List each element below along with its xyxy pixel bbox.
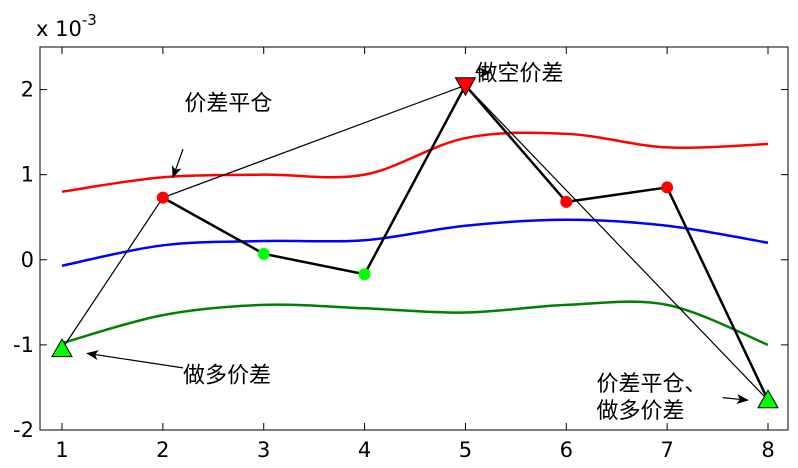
annotation-line: 做多价差 — [183, 364, 271, 389]
x-tick-label: 1 — [55, 438, 68, 462]
y-tick-label: -1 — [13, 333, 34, 357]
y-tick-label: 0 — [21, 248, 34, 272]
annotation-line: 价差平仓、 — [597, 372, 707, 397]
axes-box — [39, 46, 789, 431]
y-tick-label: 2 — [21, 78, 34, 102]
x-tick-label: 7 — [660, 438, 673, 462]
annotation-label: 做多价差 — [183, 364, 271, 389]
y-tick-label: 1 — [21, 163, 34, 187]
annotation-line: 价差平仓 — [184, 91, 272, 116]
series-spread-thin — [61, 84, 769, 401]
marker-circle — [661, 181, 674, 194]
x-tick-label: 4 — [358, 438, 371, 462]
series-lower-band — [61, 300, 769, 347]
x-tick-label: 3 — [257, 438, 270, 462]
marker-triangle-up — [757, 389, 779, 409]
y-multiplier-label: x 10-3 — [36, 11, 97, 41]
marker-circle — [257, 247, 270, 260]
x-tick-label: 8 — [761, 438, 774, 462]
marker-circle — [358, 268, 371, 281]
marker-circle — [560, 195, 573, 208]
annotation-label: 价差平仓、做多价差 — [597, 372, 707, 424]
marker-triangle-up — [51, 338, 73, 358]
x-tick-label: 6 — [560, 438, 573, 462]
marker-circle — [156, 191, 169, 204]
annotation-arrow — [722, 394, 749, 405]
annotation-arrow — [86, 350, 184, 369]
x-tick-label: 2 — [156, 438, 169, 462]
series-spread-thick — [162, 83, 770, 401]
series-middle-band — [61, 218, 769, 267]
annotation-label: 做空价差 — [476, 62, 564, 87]
x-tick-label: 5 — [459, 438, 472, 462]
annotation-line: 做空价差 — [476, 62, 564, 87]
marker-triangle-down — [454, 77, 477, 97]
annotation-label: 价差平仓 — [184, 91, 272, 116]
annotation-line: 做多价差 — [597, 399, 685, 424]
series-upper-band — [61, 131, 769, 193]
annotation-arrow — [171, 148, 184, 179]
y-tick-label: -2 — [13, 418, 34, 442]
